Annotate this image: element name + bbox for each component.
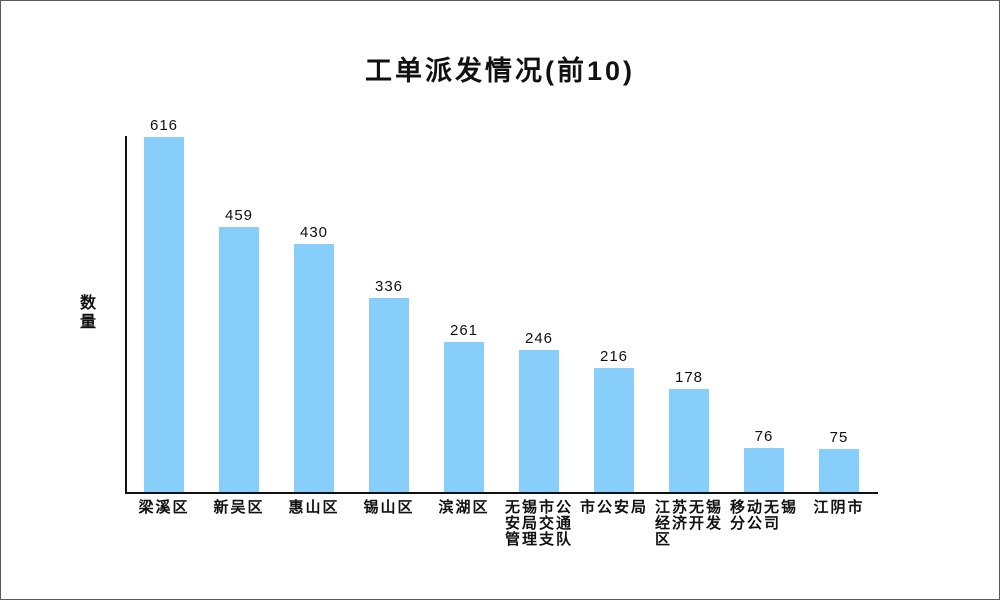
bar[interactable]: [669, 389, 709, 492]
x-tick-label: 新吴区: [213, 499, 265, 516]
bar[interactable]: [294, 244, 334, 492]
x-tick-label: 梁溪区: [138, 499, 190, 516]
x-tick-label: 江阴市: [813, 499, 865, 516]
bar[interactable]: [444, 342, 484, 492]
bar[interactable]: [744, 448, 784, 492]
bar-value-label: 616: [149, 117, 179, 134]
bar[interactable]: [594, 368, 634, 492]
x-tick-label: 市公安局: [579, 499, 649, 516]
x-tick-label: 移动无锡 分公司: [729, 499, 799, 532]
bar-value-label: 246: [524, 330, 554, 347]
bar-value-label: 178: [674, 369, 704, 386]
bar-value-label: 261: [449, 322, 479, 339]
bar[interactable]: [369, 298, 409, 492]
bar[interactable]: [144, 137, 184, 492]
y-axis-label: 数量: [79, 295, 96, 331]
x-tick-label: 锡山区: [363, 499, 415, 516]
x-tick-label: 惠山区: [288, 499, 340, 516]
bar-value-label: 216: [599, 348, 629, 365]
bar-value-label: 336: [374, 278, 404, 295]
bar-value-label: 430: [299, 224, 329, 241]
x-tick-label: 江苏无锡 经济开发 区: [654, 499, 724, 548]
bar-value-label: 75: [829, 429, 849, 446]
bar[interactable]: [219, 227, 259, 492]
x-tick-label: 滨湖区: [438, 499, 490, 516]
y-axis-line: [125, 136, 127, 492]
x-axis-line: [125, 492, 878, 494]
x-tick-label: 无锡市公 安局交通 管理支队: [504, 499, 574, 548]
bar-value-label: 76: [754, 428, 774, 445]
bar[interactable]: [819, 449, 859, 492]
bar[interactable]: [519, 350, 559, 492]
chart-title: 工单派发情况(前10): [364, 56, 635, 86]
bar-value-label: 459: [224, 207, 254, 224]
